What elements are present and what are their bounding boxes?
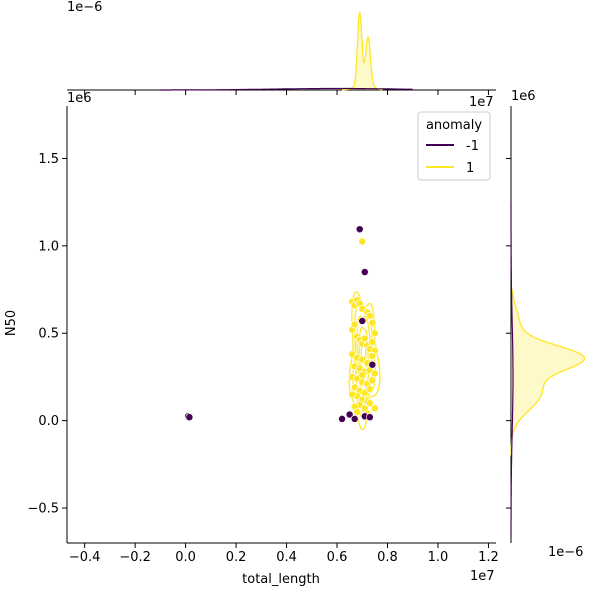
- right-marginal-kde-neg1: [510, 202, 514, 535]
- legend: anomaly -1 1: [417, 111, 491, 181]
- point-anomaly-1: [370, 329, 379, 338]
- y-tick-label: −0.5: [27, 502, 59, 517]
- x-tick-label: 1.0: [428, 550, 449, 565]
- x-tick-label: 0.8: [377, 550, 398, 565]
- point-anomaly-1: [353, 407, 362, 416]
- point-anomaly-1: [370, 404, 379, 413]
- point-anomaly-1: [365, 399, 374, 408]
- point-anomaly-1: [365, 311, 374, 320]
- y-axis-label: N50: [4, 310, 19, 336]
- point-anomaly-neg1: [355, 225, 364, 234]
- tick-layer: −0.4 −0.2 0.0 0.2 0.4 0.6 0.8 1.0 1.2 −0.5 0.0 0.5 1…: [27, 90, 511, 565]
- x-offset-text-bottom: 1e7: [470, 569, 495, 584]
- point-anomaly-1: [350, 320, 359, 329]
- point-anomaly-1: [360, 334, 369, 343]
- right-marginal-kde-1: [510, 289, 586, 456]
- point-anomaly-neg1: [345, 410, 354, 419]
- point-anomaly-1: [368, 338, 377, 346]
- point-anomaly-1: [358, 371, 367, 380]
- point-anomaly-1: [358, 237, 367, 246]
- y-tick-label: 1.0: [38, 239, 59, 254]
- point-anomaly-neg1: [185, 413, 194, 422]
- x-tick-label: 1.2: [478, 550, 499, 565]
- point-anomaly-neg1: [358, 317, 367, 325]
- x-offset-text: 1e7: [469, 95, 494, 110]
- point-anomaly-neg1: [360, 268, 369, 277]
- y-tick-label: 1.5: [38, 152, 59, 167]
- right-marginal-y-offset-text: 1e6: [511, 89, 536, 104]
- x-tick-label: 0.0: [175, 550, 196, 565]
- kde-contour-level-4: [358, 326, 370, 398]
- point-anomaly-neg1: [350, 414, 359, 423]
- y-offset-text: 1e6: [67, 91, 92, 106]
- x-tick-label: −0.2: [119, 550, 151, 565]
- right-marginal-offset-text: 1e−6: [548, 545, 583, 560]
- legend-label-1: 1: [466, 161, 474, 176]
- legend-title: anomaly: [426, 118, 482, 133]
- y-tick-label: 0.5: [38, 327, 59, 342]
- scatter-points: [184, 225, 379, 423]
- right-marginal-plot: [510, 106, 586, 543]
- point-anomaly-1: [368, 318, 377, 327]
- x-tick-label: 0.6: [327, 550, 348, 565]
- x-tick-label: 0.2: [226, 550, 247, 565]
- point-anomaly-1: [370, 369, 379, 378]
- point-anomaly-1: [365, 385, 374, 394]
- point-anomaly-neg1: [365, 413, 374, 422]
- top-marginal-offset-text: 1e−6: [67, 0, 102, 15]
- x-tick-label: −0.4: [69, 550, 101, 565]
- top-marginal-kde-neg1: [160, 87, 413, 91]
- point-anomaly-neg1: [338, 414, 347, 423]
- point-anomaly-neg1: [368, 360, 377, 369]
- y-tick-label: 0.0: [38, 414, 59, 429]
- point-anomaly-1: [348, 390, 357, 399]
- top-marginal-plot: [67, 11, 496, 91]
- point-anomaly-1: [368, 376, 377, 385]
- main-axes: [66, 106, 496, 544]
- point-anomaly-1: [368, 352, 377, 360]
- legend-label-neg1: -1: [466, 139, 479, 154]
- x-tick-label: 0.4: [276, 550, 297, 565]
- x-axis-label: total_length: [242, 572, 320, 587]
- right-marginal-fill-1: [511, 289, 585, 456]
